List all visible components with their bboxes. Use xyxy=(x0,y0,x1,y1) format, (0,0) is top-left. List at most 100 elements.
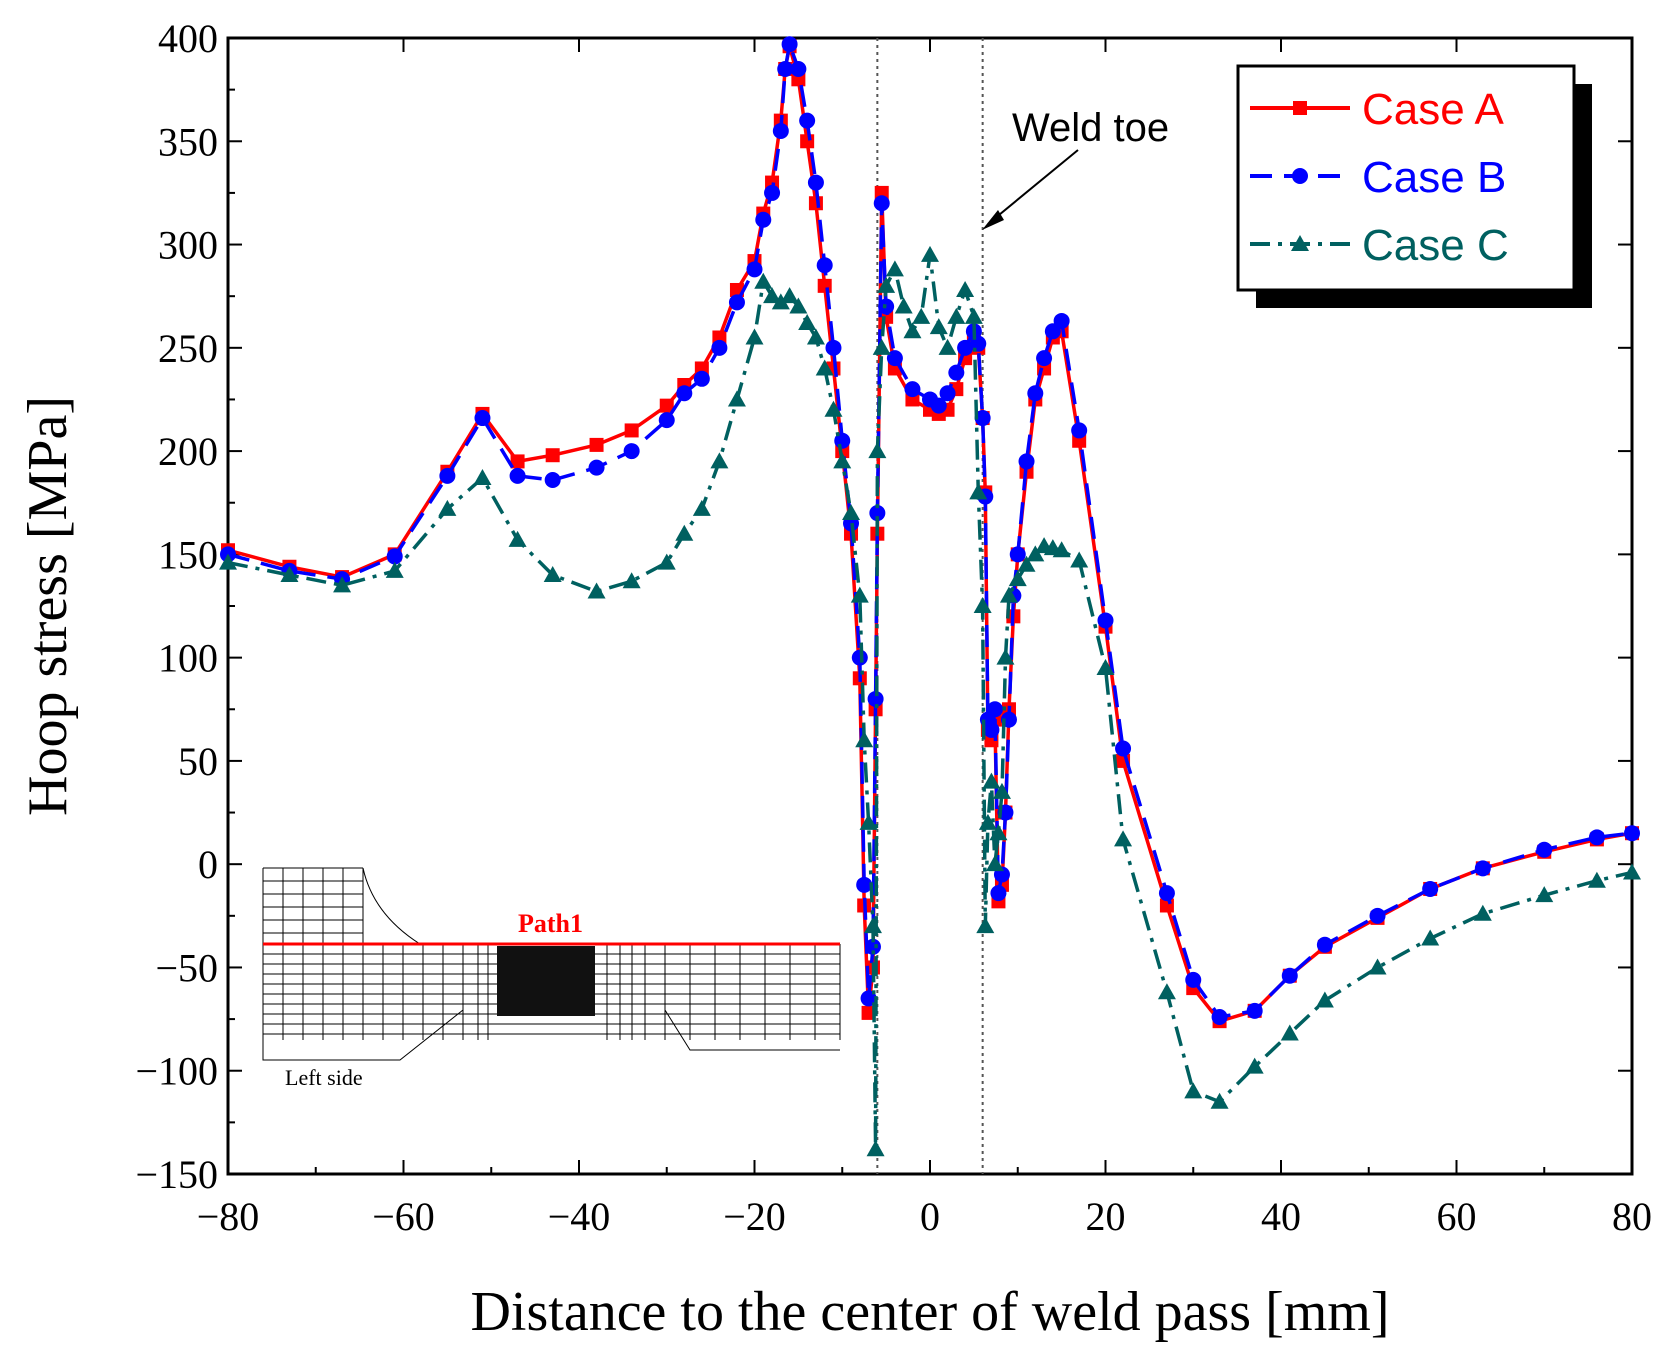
data-point-circle xyxy=(1053,312,1070,329)
data-point-triangle xyxy=(877,276,896,293)
y-tick-label: 300 xyxy=(158,223,218,268)
data-point-triangle xyxy=(1157,983,1176,1000)
data-point-triangle xyxy=(754,272,773,289)
y-tick-label: 100 xyxy=(158,636,218,681)
data-point-circle xyxy=(948,364,965,381)
data-point-triangle xyxy=(903,322,922,339)
data-point-triangle xyxy=(280,566,299,583)
series-layer xyxy=(219,36,1641,1157)
data-point-square xyxy=(624,423,639,438)
data-point-triangle xyxy=(219,553,237,570)
data-point-triangle xyxy=(1052,541,1071,558)
inset-left-side-label: Left side xyxy=(285,1065,363,1090)
data-point-triangle xyxy=(780,287,799,304)
y-tick-label: 350 xyxy=(158,119,218,164)
data-point-circle xyxy=(886,350,903,367)
data-point-circle xyxy=(790,60,807,77)
data-point-triangle xyxy=(912,307,931,324)
data-point-square xyxy=(861,1005,876,1020)
axis-ticks: −80 −60 −40 −20 0 20 40 60 80 −150 −100 −50 0 50 100 15… xyxy=(135,16,1652,1239)
data-point-triangle xyxy=(1008,570,1027,587)
data-point-circle xyxy=(1027,385,1044,402)
data-point-triangle xyxy=(868,442,887,459)
data-point-circle xyxy=(1115,740,1132,757)
data-point-circle xyxy=(869,505,886,522)
data-point-triangle xyxy=(473,468,492,485)
data-point-circle xyxy=(777,60,794,77)
data-point-triangle xyxy=(885,260,904,277)
data-point-triangle xyxy=(806,328,825,345)
x-tick-label: −40 xyxy=(548,1194,611,1239)
data-point-circle xyxy=(588,459,605,476)
data-point-triangle xyxy=(710,452,729,469)
x-tick-label: 60 xyxy=(1437,1194,1477,1239)
x-tick-label: −20 xyxy=(723,1194,786,1239)
data-point-triangle xyxy=(745,328,764,345)
data-point-circle xyxy=(772,122,789,139)
data-point-triangle xyxy=(543,566,562,583)
data-point-circle xyxy=(990,885,1007,902)
data-point-triangle xyxy=(894,297,913,314)
data-point-triangle xyxy=(872,338,891,355)
weld-toe-arrowhead xyxy=(982,210,1004,230)
data-point-triangle xyxy=(622,572,641,589)
data-point-triangle xyxy=(947,307,966,324)
data-point-triangle xyxy=(815,359,834,376)
data-point-circle xyxy=(544,472,561,489)
inset-lower-left xyxy=(262,1009,464,1061)
data-point-circle xyxy=(1369,907,1386,924)
data-point-triangle xyxy=(866,1140,885,1157)
data-point-circle xyxy=(1474,860,1491,877)
legend-label: Case B xyxy=(1362,153,1506,202)
data-point-square xyxy=(659,398,674,413)
data-point-circle xyxy=(957,339,974,356)
data-point-square xyxy=(817,278,832,293)
data-point-circle xyxy=(873,195,890,212)
data-point-circle xyxy=(1422,880,1439,897)
data-point-circle xyxy=(807,174,824,191)
data-point-triangle xyxy=(1473,904,1492,921)
data-point-circle xyxy=(623,443,640,460)
data-point-circle xyxy=(1185,971,1202,988)
data-point-triangle xyxy=(1017,555,1036,572)
data-point-circle xyxy=(1211,1009,1228,1026)
data-point-circle xyxy=(970,335,987,352)
data-point-triangle xyxy=(978,813,997,830)
x-tick-label: 20 xyxy=(1086,1194,1126,1239)
data-point-circle xyxy=(658,412,675,429)
y-tick-label: 250 xyxy=(158,326,218,371)
data-point-circle xyxy=(676,385,693,402)
data-point-triangle xyxy=(969,483,988,500)
data-point-circle xyxy=(864,938,881,955)
data-point-triangle xyxy=(999,586,1018,603)
data-point-triangle xyxy=(1245,1057,1264,1074)
data-point-triangle xyxy=(438,499,457,516)
data-point-triangle xyxy=(842,504,861,521)
data-point-triangle xyxy=(587,582,606,599)
data-point-triangle xyxy=(1291,235,1309,251)
data-point-circle xyxy=(728,294,745,311)
data-point-circle xyxy=(386,548,403,565)
data-point-circle xyxy=(1588,829,1605,846)
data-point-circle xyxy=(939,385,956,402)
data-point-circle xyxy=(816,257,833,274)
x-tick-label: −80 xyxy=(197,1194,260,1239)
data-point-circle xyxy=(746,261,763,278)
y-tick-label: 50 xyxy=(178,739,218,784)
legend-label: Case A xyxy=(1362,85,1505,134)
y-tick-label: 0 xyxy=(198,842,218,887)
data-point-circle xyxy=(799,112,816,129)
x-tick-label: −60 xyxy=(372,1194,435,1239)
data-point-square xyxy=(800,134,815,149)
data-point-triangle xyxy=(824,400,843,417)
data-point-circle xyxy=(1281,967,1298,984)
y-tick-label: 150 xyxy=(158,532,218,577)
data-point-circle xyxy=(825,339,842,356)
data-point-circle xyxy=(1097,612,1114,629)
series-case-b xyxy=(220,36,1640,1026)
data-point-triangle xyxy=(333,576,352,593)
data-point-circle xyxy=(974,410,991,427)
data-point-triangle xyxy=(508,530,527,547)
data-point-circle xyxy=(867,690,884,707)
data-point-circle xyxy=(755,211,772,228)
